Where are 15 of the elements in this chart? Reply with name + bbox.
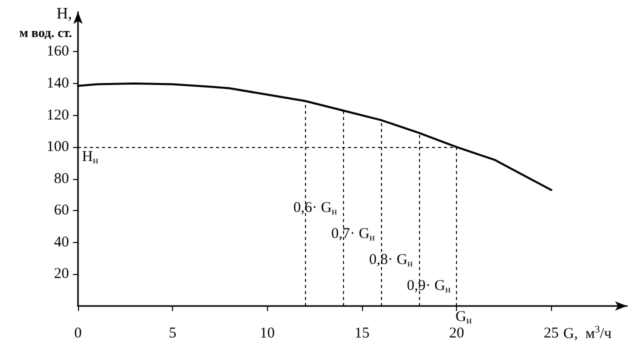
y-tick-label: 120 bbox=[46, 107, 69, 124]
x-tick-label: 25 bbox=[544, 326, 559, 342]
y-tick-label: 20 bbox=[54, 266, 69, 282]
y-tick-label: 140 bbox=[46, 76, 69, 92]
y-tick-label: 100 bbox=[46, 139, 69, 156]
x-tick-label: 0 bbox=[74, 326, 82, 342]
x-tick-label: 5 bbox=[168, 326, 176, 342]
y-axis-title: H, м вод. ст. bbox=[19, 6, 72, 40]
y-tick-label: 40 bbox=[54, 234, 69, 250]
x-tick-label: 15 bbox=[354, 326, 370, 342]
y-tick-label: 160 bbox=[46, 44, 69, 60]
y-tick-label: 60 bbox=[54, 202, 69, 219]
y-tick-label: 80 bbox=[54, 170, 69, 187]
x-tick-label: 10 bbox=[260, 326, 275, 342]
x-tick-label: 20 bbox=[449, 326, 464, 342]
